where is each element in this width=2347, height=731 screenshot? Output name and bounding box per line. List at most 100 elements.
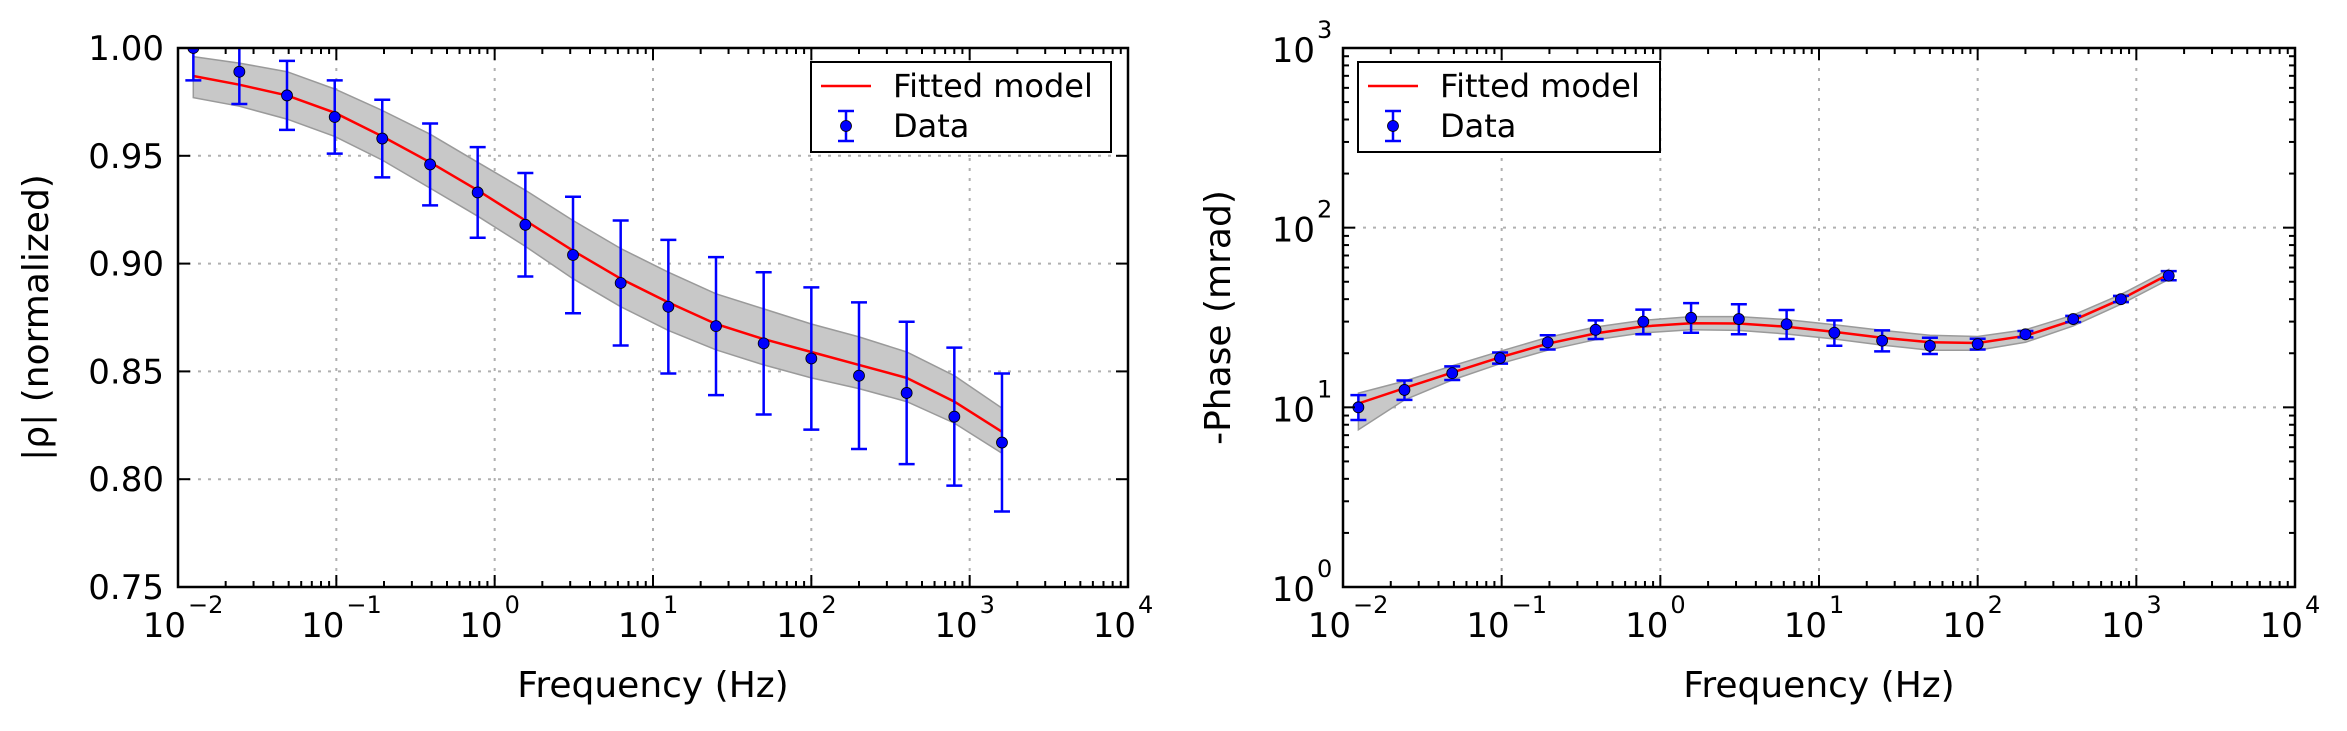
data-point (900, 387, 913, 399)
y-axis-label: -Phase (mrad) (1198, 190, 1239, 445)
ticks (177, 47, 1129, 588)
tick-exponent: 2 (1988, 591, 2003, 619)
x-tick-label: 104 (1093, 591, 1154, 646)
y-tick-label: 103 (1272, 16, 1333, 71)
tick-exponent: 1 (1829, 591, 1844, 619)
tick-exponent: −1 (346, 591, 381, 619)
data-point (376, 132, 389, 145)
data-point (614, 277, 627, 289)
y-tick-label: 100 (1272, 555, 1333, 610)
data-errorbar (2017, 328, 2034, 341)
data-errorbar (2065, 313, 2082, 325)
legend-entry-label: Fitted model (1440, 67, 1640, 105)
tick-exponent: −1 (1512, 591, 1547, 619)
data-point (519, 218, 532, 231)
tick-base: 10 (1272, 390, 1315, 430)
data-errorbar (850, 301, 867, 451)
data-point (1971, 338, 1984, 350)
legend-marker (840, 120, 852, 132)
x-tick-label: 104 (2260, 591, 2321, 646)
tick-base: 10 (934, 606, 977, 646)
data-point (1494, 352, 1506, 364)
data-errorbar (993, 372, 1010, 513)
data-point (1541, 336, 1554, 349)
legend-box (810, 61, 1112, 153)
data-point (1924, 339, 1936, 352)
tick-exponent: 2 (1317, 196, 1332, 224)
x-tick-label: 103 (2101, 591, 2162, 646)
tick-base: 10 (1308, 606, 1351, 646)
x-tick-label: 10−2 (143, 591, 224, 646)
data-errorbar (1539, 333, 1556, 351)
data-point (2067, 313, 2080, 325)
data-point (1685, 311, 1697, 324)
data-errorbar (1969, 337, 1986, 351)
tick-base: 10 (1942, 606, 1985, 646)
data-point (233, 65, 246, 78)
y-tick-label: 102 (1272, 196, 1333, 251)
tick-base: 10 (2260, 606, 2303, 646)
x-axis-label: Frequency (Hz) (517, 665, 788, 706)
data-point (471, 186, 484, 199)
data-errorbar (231, 48, 248, 106)
tick-exponent: 0 (1317, 555, 1332, 583)
data-point (2019, 328, 2032, 341)
data-errorbar (1921, 336, 1938, 356)
fitted-model-line (193, 74, 1003, 433)
data-errorbar (708, 255, 725, 397)
data-errorbar (612, 219, 629, 347)
data-point (1876, 334, 1889, 347)
data-point (1446, 367, 1459, 380)
data-errorbar (1587, 319, 1604, 341)
tick-exponent: 4 (2305, 591, 2320, 619)
data-point (1589, 323, 1602, 336)
confidence-band (1357, 268, 2170, 432)
ticks (1342, 47, 2296, 588)
y-tick-label: 101 (1272, 375, 1333, 430)
x-tick-label: 100 (459, 591, 520, 646)
tick-base: 10 (1272, 570, 1315, 610)
data-errorbar (898, 320, 915, 466)
tick-base: 10 (1093, 606, 1136, 646)
data-point (805, 352, 818, 365)
data-errorbar (1492, 351, 1509, 365)
data-errorbar (1635, 308, 1652, 336)
tick-exponent: 0 (1670, 591, 1685, 619)
data-errorbar (2160, 269, 2177, 282)
data-point (2162, 269, 2175, 282)
y-tick-label: 0.85 (88, 352, 164, 392)
legend-entry-label: Data (1440, 107, 1516, 145)
tick-exponent: 3 (1317, 16, 1332, 44)
data-point (710, 320, 722, 333)
tick-exponent: 3 (2146, 591, 2161, 619)
data-errorbar (1826, 319, 1843, 348)
x-tick-label: 102 (1942, 591, 2003, 646)
tick-exponent: 1 (663, 591, 678, 619)
data-errorbar (1874, 329, 1891, 353)
legend-entry-label: Fitted model (893, 67, 1093, 105)
data-errorbar (469, 145, 486, 239)
data-point (1732, 313, 1745, 325)
data-point (567, 249, 579, 261)
tick-base: 10 (143, 606, 186, 646)
data-errorbar (565, 195, 582, 315)
tick-exponent: 0 (505, 591, 520, 619)
y-axis-label: |ρ| (normalized) (16, 174, 57, 461)
grid (178, 48, 1128, 587)
data-point (2115, 293, 2127, 306)
fitted-model-line (1358, 273, 2170, 405)
data-point (757, 337, 770, 350)
data-point (1398, 384, 1411, 396)
tick-exponent: −2 (1353, 591, 1388, 619)
data-errorbar (1730, 302, 1747, 336)
data-point (1780, 318, 1793, 331)
legend-entry-label: Data (893, 107, 969, 145)
y-tick-label: 1.00 (88, 29, 164, 69)
data-point (1828, 326, 1841, 339)
data-errorbar (1396, 379, 1413, 402)
data-errorbar (422, 122, 439, 207)
data-errorbar (517, 171, 534, 278)
data-errorbar (2112, 293, 2129, 306)
data-errorbar (185, 48, 202, 82)
